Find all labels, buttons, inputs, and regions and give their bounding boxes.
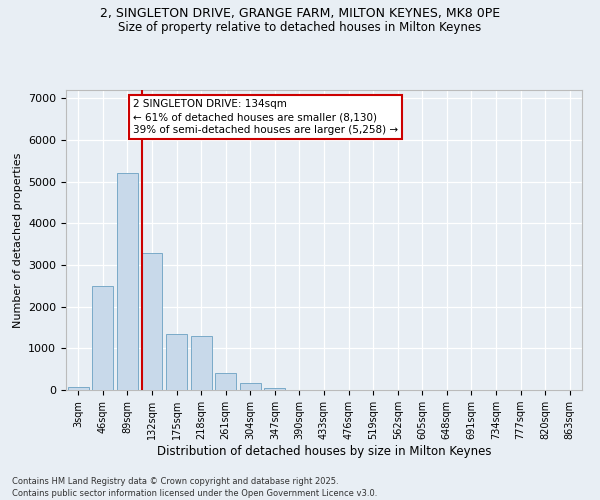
- Bar: [265, 388, 286, 390]
- Bar: [142, 252, 163, 390]
- Bar: [92, 286, 113, 390]
- Text: Size of property relative to detached houses in Milton Keynes: Size of property relative to detached ho…: [118, 21, 482, 34]
- Text: Contains HM Land Registry data © Crown copyright and database right 2025.
Contai: Contains HM Land Registry data © Crown c…: [12, 476, 377, 498]
- Text: 2 SINGLETON DRIVE: 134sqm
← 61% of detached houses are smaller (8,130)
39% of se: 2 SINGLETON DRIVE: 134sqm ← 61% of detac…: [133, 99, 398, 136]
- Bar: [166, 334, 187, 390]
- X-axis label: Distribution of detached houses by size in Milton Keynes: Distribution of detached houses by size …: [157, 445, 491, 458]
- Bar: [117, 174, 138, 390]
- Bar: [191, 336, 212, 390]
- Bar: [215, 374, 236, 390]
- Text: 2, SINGLETON DRIVE, GRANGE FARM, MILTON KEYNES, MK8 0PE: 2, SINGLETON DRIVE, GRANGE FARM, MILTON …: [100, 8, 500, 20]
- Y-axis label: Number of detached properties: Number of detached properties: [13, 152, 23, 328]
- Bar: [68, 386, 89, 390]
- Bar: [240, 383, 261, 390]
